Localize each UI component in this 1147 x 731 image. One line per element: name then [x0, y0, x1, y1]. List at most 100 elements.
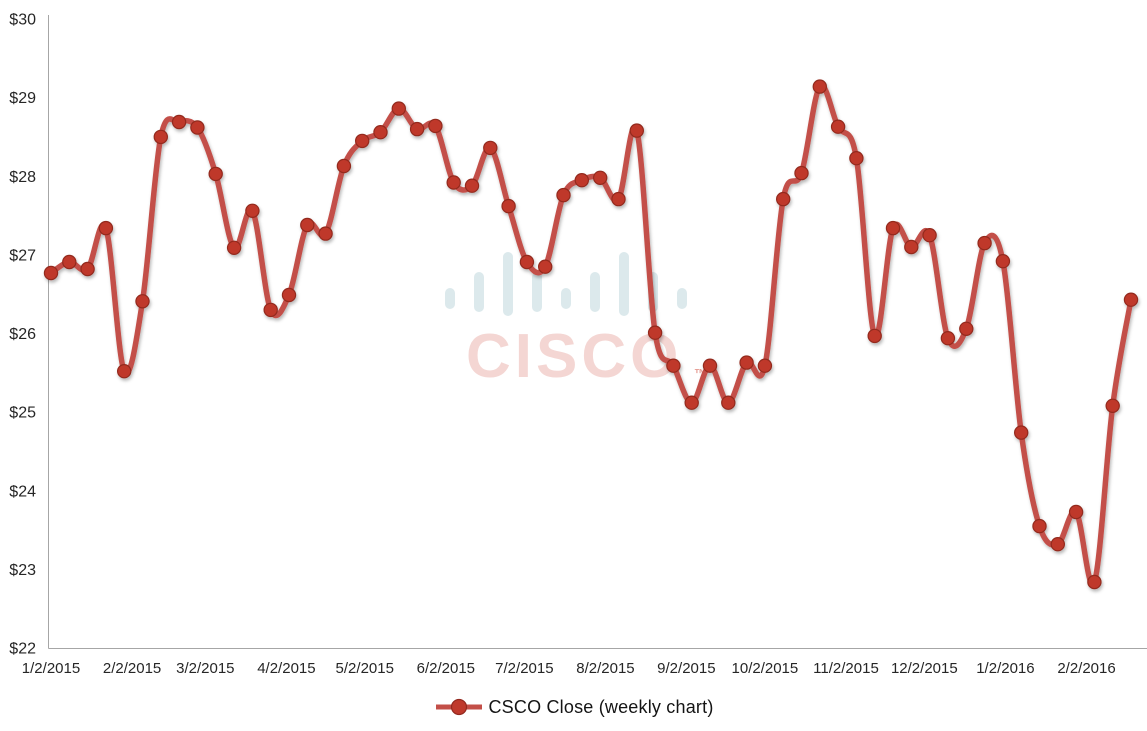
x-axis-tick-label: 5/2/2015 [336, 660, 394, 677]
data-point-marker [428, 118, 443, 134]
x-axis-tick-label: 1/2/2016 [976, 660, 1034, 677]
data-point-marker [1014, 425, 1029, 440]
data-point-marker [1050, 537, 1066, 552]
series-group [43, 79, 1139, 590]
data-point-marker [373, 124, 388, 140]
data-point-marker [757, 358, 773, 373]
data-point-marker [959, 321, 974, 336]
data-point-marker [940, 331, 956, 346]
data-point-marker [556, 187, 571, 203]
cisco-logo-bar-icon [590, 272, 600, 312]
data-point-marker [611, 191, 626, 207]
data-point-marker [171, 114, 187, 130]
legend-line-marker-icon [436, 698, 483, 716]
data-point-marker [281, 287, 297, 303]
data-point-marker [483, 140, 498, 156]
data-point-marker [739, 355, 754, 370]
data-point-marker [245, 203, 260, 218]
data-point-marker [684, 395, 699, 410]
data-point-marker [98, 220, 114, 236]
x-axis-tick-label: 2/2/2016 [1057, 660, 1115, 677]
x-axis-tick-label: 7/2/2015 [495, 660, 553, 677]
x-axis-tick-label: 4/2/2015 [257, 660, 315, 677]
cisco-logo-bar-icon [503, 252, 513, 316]
data-point-marker [135, 294, 150, 309]
chart-legend: CSCO Close (weekly chart) [0, 692, 1147, 722]
data-point-marker [849, 150, 864, 166]
data-point-marker [62, 254, 77, 270]
data-point-marker [226, 240, 242, 255]
data-point-marker [885, 220, 901, 236]
data-point-marker [336, 158, 352, 174]
data-point-marker [1087, 574, 1102, 590]
cisco-logo-bar-icon [532, 272, 542, 312]
y-axis-tick-label: $28 [9, 169, 36, 186]
data-point-marker [538, 259, 553, 274]
data-point-marker [80, 261, 95, 277]
data-point-marker [300, 217, 315, 233]
data-point-marker [464, 178, 480, 193]
cisco-logo-bar-icon [677, 288, 687, 309]
cisco-logo-bar-icon [474, 272, 484, 312]
y-axis-tick-label: $30 [9, 12, 36, 29]
data-point-marker [190, 120, 205, 135]
data-point-marker [721, 395, 736, 410]
cisco-wordmark: CISCO [466, 322, 683, 391]
x-axis-tick-label: 3/2/2015 [176, 660, 234, 677]
data-point-marker [647, 325, 663, 340]
x-axis-tick-label: 8/2/2015 [576, 660, 634, 677]
data-point-marker [263, 302, 278, 318]
data-point-marker [153, 129, 168, 145]
x-axis-tick-label: 6/2/2015 [417, 660, 475, 677]
x-axis-tick-label: 11/2/2015 [813, 660, 879, 677]
data-point-marker [43, 265, 59, 281]
data-point-marker [501, 198, 516, 214]
data-point-marker [208, 166, 223, 182]
data-point-marker [355, 133, 370, 149]
data-point-marker [593, 170, 608, 185]
y-axis-tick-label: $25 [9, 405, 36, 422]
legend-label: CSCO Close (weekly chart) [488, 696, 714, 717]
x-axis-tick-label: 10/2/2015 [732, 660, 799, 677]
data-point-marker [629, 123, 645, 138]
data-point-marker [794, 165, 809, 181]
data-point-marker [391, 101, 406, 116]
data-point-marker [1068, 504, 1084, 520]
data-point-marker [519, 254, 535, 270]
cisco-logo-bar-icon [445, 288, 455, 309]
data-point-marker [922, 227, 937, 243]
data-point-marker [409, 121, 425, 137]
y-axis-tick-label: $24 [9, 483, 36, 500]
data-point-marker [116, 364, 132, 379]
data-point-marker [904, 239, 919, 255]
y-axis-tick-label: $29 [9, 90, 36, 107]
x-axis-tick-label: 1/2/2015 [22, 660, 80, 677]
data-point-marker [977, 235, 992, 251]
data-point-marker [1032, 518, 1047, 534]
x-axis-tick-label: 12/2/2015 [891, 660, 958, 677]
data-point-marker [995, 254, 1011, 269]
data-point-marker [574, 172, 590, 188]
data-point-marker [666, 358, 681, 373]
legend-marker [451, 698, 468, 716]
data-point-marker [1123, 292, 1139, 307]
data-point-marker [702, 358, 718, 373]
y-axis-tick-label: $26 [9, 326, 36, 343]
data-point-marker [830, 119, 846, 134]
y-axis-tick-label: $27 [9, 247, 36, 264]
cisco-logo-bar-icon [619, 252, 629, 316]
y-axis-tick-label: $23 [9, 562, 36, 579]
data-point-marker [446, 175, 461, 190]
data-point-marker [1105, 398, 1120, 413]
data-point-marker [867, 328, 882, 344]
y-axis-tick-label: $22 [9, 641, 36, 658]
x-axis-tick-label: 2/2/2015 [103, 660, 161, 677]
x-axis-tick-label: 9/2/2015 [657, 660, 715, 677]
data-point-marker [318, 226, 333, 241]
data-point-marker [776, 191, 791, 207]
data-point-marker [812, 79, 828, 94]
cisco-logo-bar-icon [561, 288, 571, 309]
